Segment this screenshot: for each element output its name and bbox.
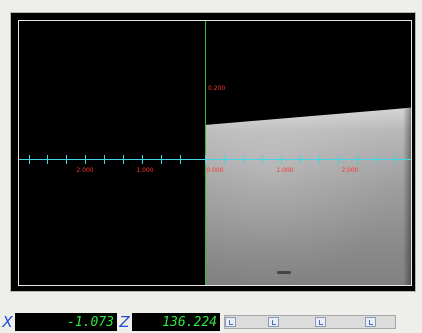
x-tick xyxy=(47,155,48,164)
x-tick-label: 2.000 xyxy=(341,167,359,174)
z-tick-label: 0.200 xyxy=(208,85,226,92)
x-tick xyxy=(180,155,181,164)
x-tick xyxy=(243,155,244,164)
scroll-button-icon[interactable] xyxy=(365,317,376,327)
tool-image xyxy=(205,107,411,285)
x-position-readout: -1.073 xyxy=(15,313,117,331)
zoom-scrollbar[interactable] xyxy=(224,315,396,329)
x-tick xyxy=(357,155,358,164)
x-tick xyxy=(376,155,377,164)
z-position-readout: 136.224 xyxy=(132,313,220,331)
x-tick xyxy=(142,155,143,164)
x-tick xyxy=(123,155,124,164)
x-tick-label: 2.000 xyxy=(76,167,94,174)
x-tick xyxy=(262,155,263,164)
tool-surface-mark xyxy=(277,271,291,274)
x-tick xyxy=(85,155,86,164)
scroll-button-icon[interactable] xyxy=(268,317,279,327)
x-tick xyxy=(338,155,339,164)
tool-shadow-edge xyxy=(403,107,411,285)
x-crosshair-line xyxy=(19,159,411,160)
x-tick-label: 1.000 xyxy=(136,167,154,174)
x-tick xyxy=(205,155,206,164)
x-tick xyxy=(300,155,301,164)
z-axis-letter: Z xyxy=(119,313,130,331)
x-tick xyxy=(281,155,282,164)
x-tick-label: 1.000 xyxy=(276,167,294,174)
x-tick xyxy=(395,155,396,164)
x-tick xyxy=(224,155,225,164)
z-crosshair-line xyxy=(205,21,206,285)
camera-viewport[interactable]: 2.000 1.000 0.000 1.000 2.000 0.200 xyxy=(18,20,412,286)
status-bar: X -1.073 Z 136.224 xyxy=(0,311,422,333)
x-tick xyxy=(104,155,105,164)
scroll-button-icon[interactable] xyxy=(315,317,326,327)
scroll-button-icon[interactable] xyxy=(225,317,236,327)
x-tick xyxy=(161,155,162,164)
x-tick xyxy=(66,155,67,164)
x-tick xyxy=(319,155,320,164)
x-tick-label: 0.000 xyxy=(206,167,224,174)
x-tick xyxy=(29,155,30,164)
x-axis-letter: X xyxy=(2,313,13,331)
